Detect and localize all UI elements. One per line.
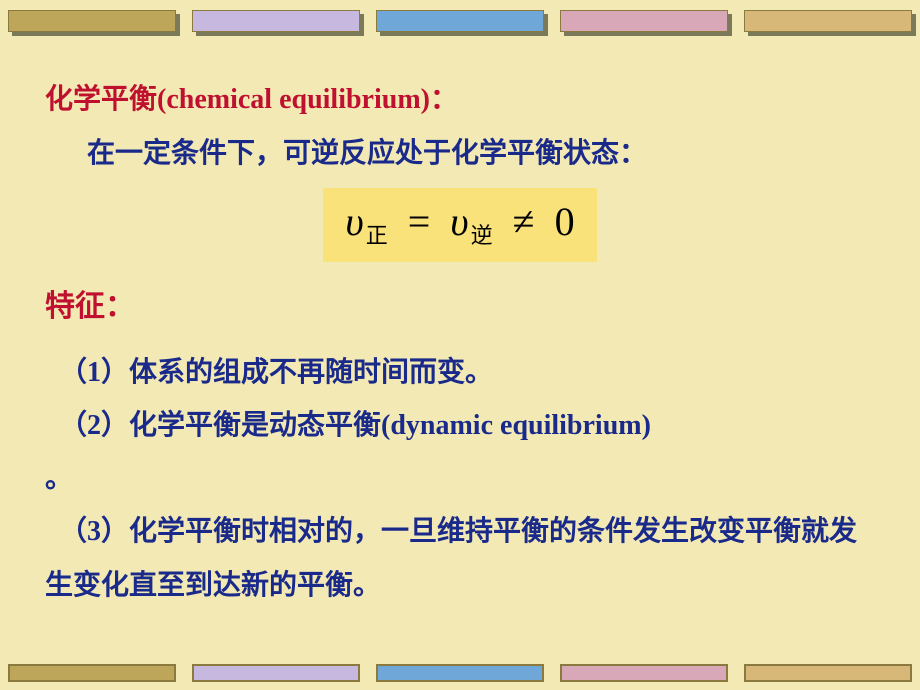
sub-reverse: 逆	[471, 223, 493, 248]
intro-text: 在一定条件下，可逆反应处于化学平衡状态：	[45, 129, 875, 179]
heading: 化学平衡(chemical equilibrium)：	[45, 75, 875, 125]
bar-seg	[192, 10, 360, 32]
equation: υ正 = υ逆 ≠ 0	[323, 188, 596, 262]
top-decor-bar	[0, 10, 920, 32]
equation-block: υ正 = υ逆 ≠ 0	[45, 188, 875, 262]
feature-item-2: （2）化学平衡是动态平衡(dynamic equilibrium)	[45, 399, 875, 452]
bar-seg	[744, 664, 912, 682]
features-title: 特征：	[45, 280, 875, 334]
neq-sign: ≠	[513, 199, 535, 244]
bar-seg	[744, 10, 912, 32]
feature-item-1: （1）体系的组成不再随时间而变。	[45, 346, 875, 399]
bar-seg	[560, 664, 728, 682]
zero: 0	[555, 199, 575, 244]
bar-seg	[8, 664, 176, 682]
feature-item-2-period: 。	[45, 452, 875, 505]
bar-seg	[192, 664, 360, 682]
equals-sign: =	[408, 199, 431, 244]
bar-seg	[376, 10, 544, 32]
sub-forward: 正	[366, 223, 388, 248]
bar-seg	[560, 10, 728, 32]
slide-content: 化学平衡(chemical equilibrium)： 在一定条件下，可逆反应处…	[45, 75, 875, 612]
feature-item-3: （3）化学平衡时相对的，一旦维持平衡的条件发生改变平衡就发生变化直至到达新的平衡…	[45, 505, 875, 611]
v-forward: υ	[345, 199, 363, 244]
bottom-decor-bar	[0, 664, 920, 682]
bar-seg	[376, 664, 544, 682]
bar-seg	[8, 10, 176, 32]
v-reverse: υ	[450, 199, 468, 244]
